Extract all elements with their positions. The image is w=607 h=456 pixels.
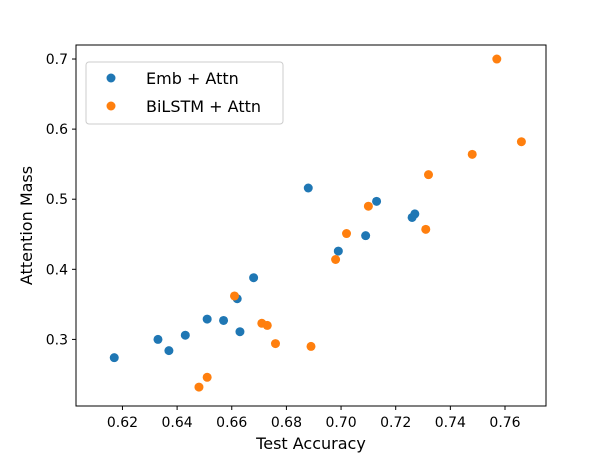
data-point-series-0	[249, 273, 259, 283]
legend: Emb + Attn BiLSTM + Attn	[85, 61, 284, 125]
x-tick-label: 0.64	[162, 415, 193, 431]
data-point-series-1	[229, 291, 239, 301]
y-tick-label: 0.5	[46, 192, 68, 208]
data-point-series-0	[361, 231, 371, 241]
x-axis: 0.62 0.64 0.66 0.68 0.70 0.72 0.74 0.76	[107, 406, 521, 431]
x-tick-label: 0.74	[435, 415, 466, 431]
data-point-series-0	[180, 330, 190, 340]
data-point-series-0	[153, 334, 163, 344]
data-point-series-0	[164, 346, 174, 356]
x-tick-label: 0.68	[271, 415, 302, 431]
data-point-series-1	[424, 170, 433, 180]
legend-label-bilstm-attn: BiLSTM + Attn	[146, 97, 261, 116]
data-point-series-1	[467, 149, 477, 159]
data-point-series-1	[202, 372, 212, 382]
x-axis-label: Test Accuracy	[255, 434, 366, 453]
legend-marker-bilstm-attn	[106, 101, 116, 111]
legend-label-emb-attn: Emb + Attn	[146, 69, 239, 88]
x-tick-label: 0.62	[107, 415, 138, 431]
legend-box	[85, 61, 284, 125]
data-point-series-1	[421, 224, 431, 234]
data-point-series-1	[516, 137, 526, 147]
x-tick-label: 0.66	[216, 415, 247, 431]
data-point-series-0	[219, 315, 229, 325]
x-tick-label: 0.76	[489, 415, 520, 431]
data-point-series-0	[333, 246, 343, 256]
x-tick-label: 0.72	[380, 415, 411, 431]
data-point-series-0	[303, 183, 313, 193]
data-point-series-1	[363, 201, 373, 211]
y-axis-label: Attention Mass	[17, 166, 36, 285]
data-point-series-1	[306, 341, 316, 351]
data-point-series-1	[262, 320, 272, 330]
plot-frame	[75, 44, 547, 407]
data-point-series-1	[194, 382, 204, 392]
data-point-series-0	[372, 196, 382, 206]
data-point-series-0	[202, 314, 212, 324]
data-point-series-1	[492, 54, 502, 64]
x-tick-label: 0.70	[325, 415, 356, 431]
legend-marker-emb-attn	[106, 73, 116, 83]
data-point-series-0	[109, 353, 119, 363]
y-axis: 0.3 0.4 0.5 0.6 0.7	[46, 52, 76, 348]
y-tick-label: 0.4	[46, 262, 68, 278]
y-tick-label: 0.6	[46, 122, 68, 138]
data-point-series-1	[342, 229, 352, 239]
data-point-series-1	[270, 339, 280, 349]
data-point-series-0	[235, 327, 245, 337]
data-points	[109, 54, 526, 392]
data-point-series-0	[410, 209, 420, 219]
y-tick-label: 0.3	[46, 332, 68, 348]
data-point-series-1	[331, 254, 341, 264]
y-tick-label: 0.7	[46, 52, 68, 68]
